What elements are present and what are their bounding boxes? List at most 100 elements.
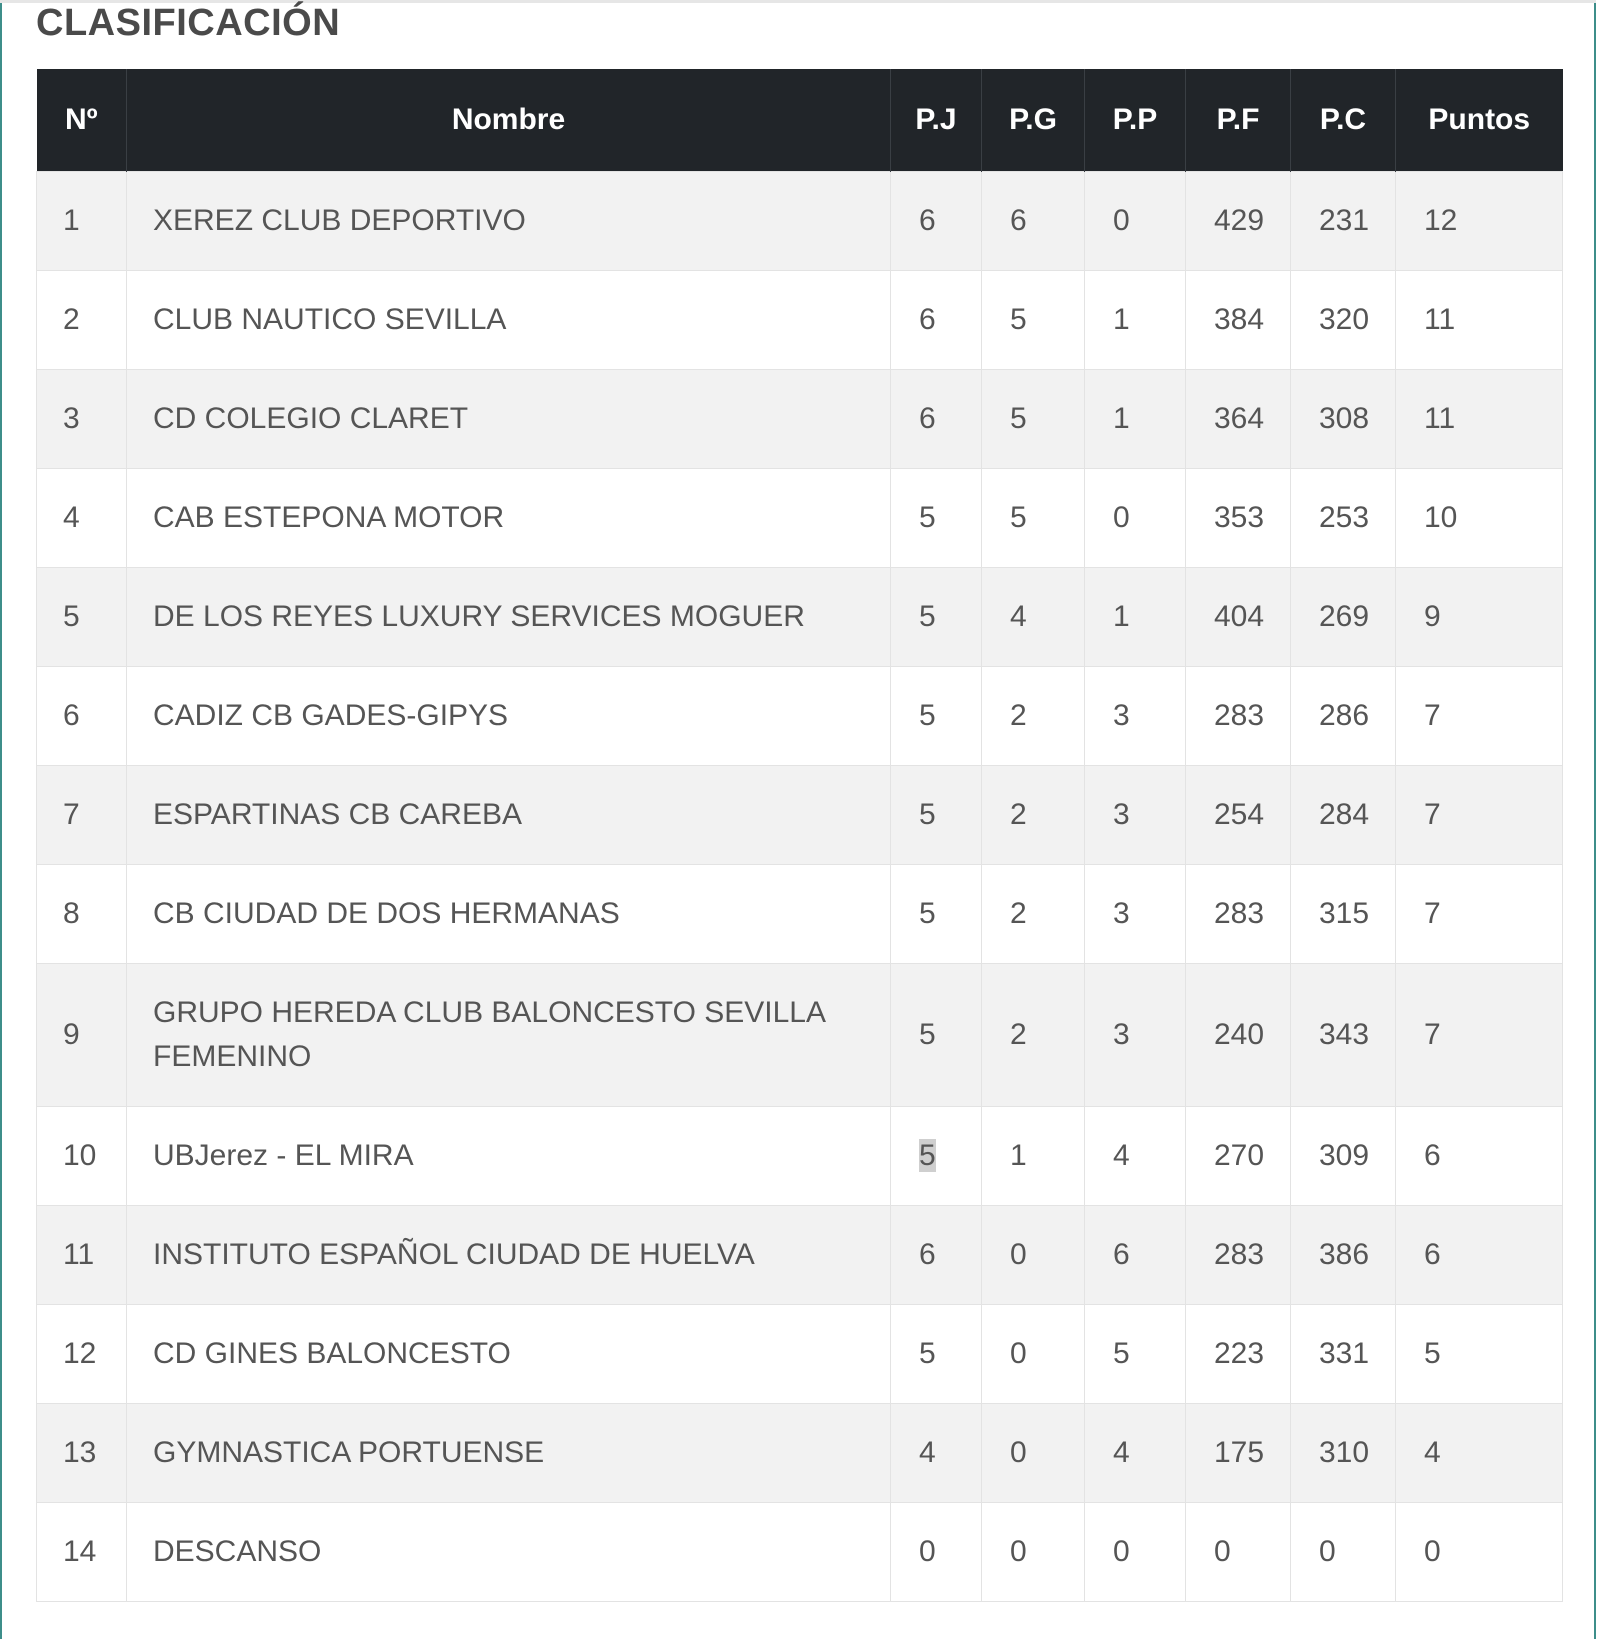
column-header-points: Puntos xyxy=(1395,69,1563,172)
position-cell: 6 xyxy=(36,666,127,766)
points-against-cell: 269 xyxy=(1290,567,1396,667)
points-against-cell: 315 xyxy=(1290,864,1396,964)
table-row: 10 UBJerez - EL MIRA 5 1 4 270 309 6 xyxy=(36,1106,1563,1206)
won-cell: 5 xyxy=(981,270,1085,370)
position-cell: 10 xyxy=(36,1106,127,1206)
won-cell: 5 xyxy=(981,369,1085,469)
played-cell: 6 xyxy=(890,270,982,370)
column-header-points-against: P.C xyxy=(1290,69,1396,172)
points-cell-text: 4 xyxy=(1424,1436,1441,1469)
lost-cell: 6 xyxy=(1084,1205,1186,1305)
points-for-cell: 429 xyxy=(1185,171,1291,271)
points-for-cell-text: 223 xyxy=(1214,1337,1265,1370)
team-name-cell-text: GRUPO HEREDA CLUB BALONCESTO SEVILLA FEM… xyxy=(153,996,825,1073)
won-cell-text: 1 xyxy=(1010,1139,1027,1172)
lost-cell-text: 1 xyxy=(1113,402,1130,435)
team-name-cell: DESCANSO xyxy=(126,1502,891,1602)
points-against-cell: 320 xyxy=(1290,270,1396,370)
points-against-cell-text: 386 xyxy=(1319,1238,1370,1271)
position-cell: 2 xyxy=(36,270,127,370)
points-for-cell-text: 283 xyxy=(1214,1238,1265,1271)
team-name-cell-text: CLUB NAUTICO SEVILLA xyxy=(153,303,507,336)
position-cell-text: 8 xyxy=(63,897,80,930)
points-against-cell-text: 269 xyxy=(1319,600,1370,633)
position-cell: 7 xyxy=(36,765,127,865)
played-cell: 6 xyxy=(890,1205,982,1305)
page-title: CLASIFICACIÓN xyxy=(36,2,341,44)
lost-cell-text: 4 xyxy=(1113,1436,1130,1469)
lost-cell-text: 0 xyxy=(1113,501,1130,534)
played-cell: 5 xyxy=(890,1106,982,1206)
position-cell-text: 11 xyxy=(63,1238,95,1271)
position-cell-text: 13 xyxy=(63,1436,97,1469)
points-cell: 11 xyxy=(1395,369,1563,469)
position-cell: 4 xyxy=(36,468,127,568)
team-name-cell-text: CADIZ CB GADES-GIPYS xyxy=(153,699,509,732)
played-cell-text: 5 xyxy=(919,699,936,732)
won-cell-text: 2 xyxy=(1010,1018,1027,1051)
lost-cell: 3 xyxy=(1084,864,1186,964)
played-cell: 5 xyxy=(890,468,982,568)
won-cell-text: 0 xyxy=(1010,1337,1027,1370)
won-cell: 2 xyxy=(981,864,1085,964)
won-cell: 5 xyxy=(981,468,1085,568)
lost-cell: 3 xyxy=(1084,666,1186,766)
points-against-cell-text: 310 xyxy=(1319,1436,1370,1469)
points-for-cell-text: 404 xyxy=(1214,600,1265,633)
played-cell: 6 xyxy=(890,369,982,469)
points-cell-text: 6 xyxy=(1424,1139,1441,1172)
position-cell: 9 xyxy=(36,963,127,1107)
won-cell-text: 6 xyxy=(1010,204,1027,237)
column-header-points-for: P.F xyxy=(1185,69,1291,172)
won-cell: 2 xyxy=(981,666,1085,766)
points-against-cell: 286 xyxy=(1290,666,1396,766)
points-cell-text: 11 xyxy=(1424,303,1456,336)
table-header-row: Nº Nombre P.J P.G P.P P.F P.C Puntos xyxy=(36,69,1563,172)
position-cell-text: 2 xyxy=(63,303,80,336)
played-cell-text: 5 xyxy=(919,600,936,633)
table-row: 5 DE LOS REYES LUXURY SERVICES MOGUER 5 4 1 4… xyxy=(36,567,1563,667)
position-cell-text: 9 xyxy=(63,1018,80,1051)
points-for-cell: 364 xyxy=(1185,369,1291,469)
team-name-cell: ESPARTINAS CB CAREBA xyxy=(126,765,891,865)
points-cell-text: 11 xyxy=(1424,402,1456,435)
won-cell-text: 2 xyxy=(1010,699,1027,732)
points-for-cell: 223 xyxy=(1185,1304,1291,1404)
won-cell: 4 xyxy=(981,567,1085,667)
points-for-cell: 283 xyxy=(1185,864,1291,964)
won-cell: 1 xyxy=(981,1106,1085,1206)
team-name-cell-text: CAB ESTEPONA MOTOR xyxy=(153,501,505,534)
lost-cell: 4 xyxy=(1084,1106,1186,1206)
won-cell: 0 xyxy=(981,1403,1085,1503)
points-against-cell: 331 xyxy=(1290,1304,1396,1404)
won-cell: 2 xyxy=(981,765,1085,865)
won-cell: 0 xyxy=(981,1205,1085,1305)
points-for-cell-text: 175 xyxy=(1214,1436,1265,1469)
points-for-cell-text: 240 xyxy=(1214,1018,1265,1051)
table-body: 1 XEREZ CLUB DEPORTIVO 6 6 0 429 231 12 2 CLUB NA… xyxy=(36,171,1563,1602)
lost-cell: 0 xyxy=(1084,468,1186,568)
won-cell-text: 2 xyxy=(1010,897,1027,930)
points-for-cell: 404 xyxy=(1185,567,1291,667)
points-cell-text: 7 xyxy=(1424,699,1441,732)
table-row: 2 CLUB NAUTICO SEVILLA 6 5 1 384 320 11 xyxy=(36,270,1563,370)
points-for-cell: 283 xyxy=(1185,1205,1291,1305)
position-cell: 8 xyxy=(36,864,127,964)
team-name-cell-text: UBJerez - EL MIRA xyxy=(153,1139,414,1172)
points-cell: 10 xyxy=(1395,468,1563,568)
points-against-cell-text: 286 xyxy=(1319,699,1370,732)
position-cell: 12 xyxy=(36,1304,127,1404)
team-name-cell: XEREZ CLUB DEPORTIVO xyxy=(126,171,891,271)
team-name-cell: GRUPO HEREDA CLUB BALONCESTO SEVILLA FEM… xyxy=(126,963,891,1107)
lost-cell: 4 xyxy=(1084,1403,1186,1503)
team-name-cell-text: GYMNASTICA PORTUENSE xyxy=(153,1436,545,1469)
won-cell-text: 5 xyxy=(1010,501,1027,534)
position-cell-text: 4 xyxy=(63,501,80,534)
team-name-cell-text: CB CIUDAD DE DOS HERMANAS xyxy=(153,897,620,930)
lost-cell-text: 1 xyxy=(1113,600,1130,633)
points-for-cell: 0 xyxy=(1185,1502,1291,1602)
points-cell-text: 5 xyxy=(1424,1337,1441,1370)
points-against-cell: 253 xyxy=(1290,468,1396,568)
played-cell: 5 xyxy=(890,666,982,766)
